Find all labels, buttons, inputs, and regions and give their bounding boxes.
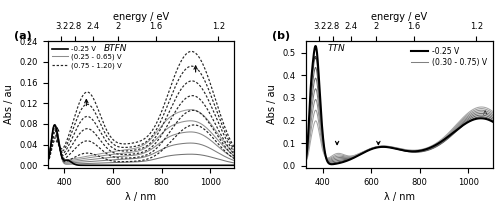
- Text: TTN: TTN: [328, 44, 345, 53]
- Text: (b): (b): [272, 31, 290, 41]
- Legend: -0.25 V, (0.25 - 0.65) V, (0.75 - 1.20) V: -0.25 V, (0.25 - 0.65) V, (0.75 - 1.20) …: [51, 45, 123, 70]
- Text: BTFN: BTFN: [104, 44, 127, 53]
- Y-axis label: Abs / au: Abs / au: [4, 85, 14, 124]
- Text: (a): (a): [14, 31, 32, 41]
- X-axis label: energy / eV: energy / eV: [113, 12, 169, 22]
- Legend: -0.25 V, (0.30 - 0.75) V: -0.25 V, (0.30 - 0.75) V: [410, 45, 488, 68]
- X-axis label: λ / nm: λ / nm: [384, 192, 414, 202]
- X-axis label: λ / nm: λ / nm: [126, 192, 156, 202]
- X-axis label: energy / eV: energy / eV: [371, 12, 427, 22]
- Y-axis label: Abs / au: Abs / au: [267, 85, 277, 124]
